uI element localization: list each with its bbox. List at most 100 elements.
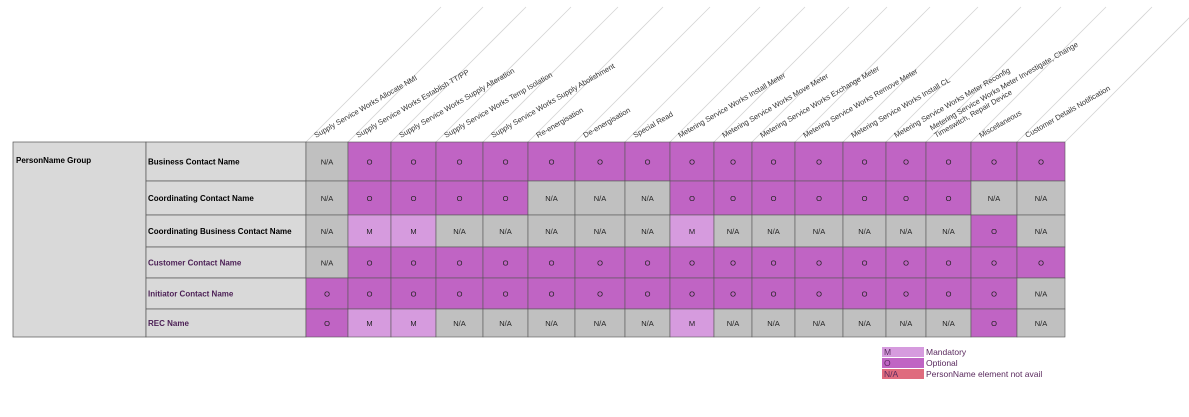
matrix-cell-value: O	[645, 259, 651, 268]
matrix-cell	[390, 214, 437, 248]
matrix-cell-value: N/A	[594, 319, 607, 328]
matrix-cell-value: O	[411, 290, 417, 299]
matrix-cell	[925, 308, 972, 338]
header-divider	[885, 6, 1022, 143]
legend: M Mandatory O Optional N/A PersonName el…	[882, 346, 1042, 379]
matrix-cell-value: N/A	[727, 227, 740, 236]
matrix-cell	[885, 277, 927, 310]
matrix-grid: PersonName Group Business Contact Name N/A…	[12, 141, 1066, 338]
matrix-cell-value: N/A	[321, 227, 334, 236]
header-divider	[1016, 6, 1153, 143]
matrix-cell	[669, 180, 715, 216]
matrix-cell	[624, 277, 671, 310]
matrix-cell-value: O	[1038, 259, 1044, 268]
matrix-cell	[970, 308, 1018, 338]
matrix-cell-value: N/A	[1035, 319, 1048, 328]
matrix-cell	[669, 141, 715, 182]
matrix-cell-value: N/A	[594, 227, 607, 236]
matrix-cell-value: O	[1038, 158, 1044, 167]
matrix-cell-value: N/A	[858, 319, 871, 328]
matrix-cell-value: N/A	[453, 227, 466, 236]
matrix-cell-value: O	[730, 259, 736, 268]
matrix-cell-value: N/A	[641, 194, 654, 203]
matrix-cell-value: N/A	[641, 319, 654, 328]
matrix-cell	[527, 308, 576, 338]
matrix-cell-value: O	[991, 290, 997, 299]
matrix-cell-value: O	[946, 194, 952, 203]
matrix-cell-value: M	[410, 227, 416, 236]
matrix-cell	[885, 180, 927, 216]
row-label: Initiator Contact Name	[148, 290, 234, 299]
matrix-cell	[347, 214, 392, 248]
matrix-cell-value: O	[771, 259, 777, 268]
matrix-cell-value: N/A	[453, 319, 466, 328]
matrix-cell-value: O	[946, 290, 952, 299]
matrix-cell	[305, 141, 349, 182]
matrix-cell-value: N/A	[321, 194, 334, 203]
row-label: REC Name	[148, 319, 189, 328]
header-divider	[624, 6, 761, 143]
matrix-cell-value: O	[862, 194, 868, 203]
matrix-cell-value: O	[549, 158, 555, 167]
matrix-cell-value: M	[689, 227, 695, 236]
matrix-cell	[970, 246, 1018, 279]
matrix-cell-value: O	[457, 259, 463, 268]
matrix-cell	[347, 277, 392, 310]
matrix-cell	[794, 246, 844, 279]
matrix-cell-value: O	[816, 259, 822, 268]
matrix-cell	[669, 277, 715, 310]
header-divider	[842, 6, 979, 143]
matrix-cell	[574, 308, 626, 338]
matrix-cell	[482, 308, 529, 338]
matrix-cell	[1016, 180, 1066, 216]
matrix-cell-value: O	[903, 290, 909, 299]
legend-label-mandatory: Mandatory	[926, 346, 967, 357]
matrix-cell-value: O	[457, 290, 463, 299]
matrix-cell	[390, 180, 437, 216]
matrix-cell-value: O	[946, 158, 952, 167]
header-divider	[669, 6, 806, 143]
matrix-cell	[794, 141, 844, 182]
legend-swatch-not-available: N/A	[882, 368, 924, 379]
group-label: PersonName Group	[16, 156, 91, 165]
matrix-cell-value: N/A	[942, 319, 955, 328]
column-headers: Supply Service Works Allocate NMISupply …	[305, 6, 1189, 143]
matrix-cell-value: N/A	[499, 227, 512, 236]
matrix-cell-value: O	[597, 290, 603, 299]
matrix-cell	[970, 141, 1018, 182]
matrix-cell	[624, 180, 671, 216]
row-label-cell	[145, 180, 307, 216]
matrix-cell-value: O	[862, 259, 868, 268]
matrix-cell	[794, 308, 844, 338]
matrix-cell	[1016, 214, 1066, 248]
matrix-cell-value: O	[645, 290, 651, 299]
matrix-cell-value: O	[946, 259, 952, 268]
matrix-cell-value: O	[367, 290, 373, 299]
matrix-cell	[527, 141, 576, 182]
matrix-cell-value: N/A	[900, 227, 913, 236]
matrix-cell	[435, 214, 484, 248]
header-divider	[527, 6, 664, 143]
row-label-cell	[145, 246, 307, 279]
matrix-cell-value: O	[597, 158, 603, 167]
matrix-cell-value: N/A	[988, 194, 1001, 203]
matrix-cell-value: N/A	[594, 194, 607, 203]
matrix-cell-value: N/A	[1035, 290, 1048, 299]
matrix-cell	[751, 308, 796, 338]
matrix-cell-value: O	[411, 259, 417, 268]
matrix-cell-value: O	[503, 194, 509, 203]
matrix-cell-value: O	[862, 290, 868, 299]
matrix-cell	[669, 246, 715, 279]
matrix-cell	[435, 180, 484, 216]
matrix-cell	[305, 180, 349, 216]
matrix-cell	[713, 214, 753, 248]
header-divider	[574, 6, 711, 143]
matrix-cell	[842, 308, 887, 338]
group-label-cell	[12, 141, 147, 338]
matrix-cell	[794, 180, 844, 216]
matrix-cell-value: N/A	[813, 319, 826, 328]
matrix-cell-value: O	[597, 259, 603, 268]
row-label: Business Contact Name	[148, 158, 240, 167]
matrix-cell-value: O	[991, 319, 997, 328]
